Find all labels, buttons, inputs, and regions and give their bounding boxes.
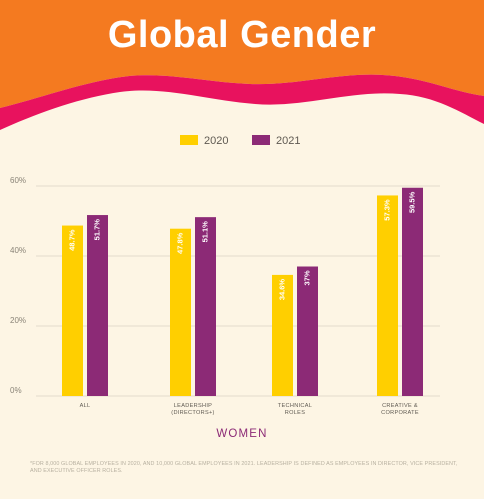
- x-tick-label: TECHNICAL: [278, 403, 312, 409]
- data-label: 57.3%: [382, 199, 391, 221]
- data-label: 34.6%: [277, 279, 286, 301]
- data-label: 37%: [302, 270, 311, 285]
- x-tick-label: CREATIVE &: [382, 403, 418, 409]
- x-tick-label: CORPORATE: [381, 410, 419, 416]
- legend-label: 2021: [276, 135, 300, 147]
- x-tick-label: (DIRECTORS+): [171, 410, 214, 416]
- legend-label: 2020: [204, 135, 228, 147]
- bar: [195, 217, 216, 396]
- legend-swatch: [252, 135, 270, 145]
- x-tick-label: ALL: [80, 403, 91, 409]
- x-tick-label: LEADERSHIP: [174, 403, 212, 409]
- legend-swatch: [180, 135, 198, 145]
- data-label: 51.1%: [200, 221, 209, 243]
- y-tick-label: 40%: [10, 246, 26, 255]
- bar: [62, 225, 83, 396]
- bar: [170, 228, 191, 396]
- header-wave: [0, 74, 484, 130]
- footnote: *For 8,000 global employees in 2020, and…: [30, 461, 458, 474]
- header-banner: [0, 0, 484, 130]
- x-axis-label: WOMEN: [216, 428, 267, 440]
- bar: [377, 195, 398, 396]
- data-label: 59.5%: [407, 191, 416, 213]
- header-background: [0, 0, 484, 108]
- page-title: Global Gender: [107, 14, 377, 56]
- bar: [297, 266, 318, 396]
- y-tick-label: 60%: [10, 176, 26, 185]
- bar: [87, 215, 108, 396]
- data-label: 48.7%: [67, 229, 76, 251]
- bar: [272, 274, 293, 396]
- y-tick-label: 0%: [10, 386, 22, 395]
- data-label: 47.8%: [175, 232, 184, 254]
- data-label: 51.7%: [92, 219, 101, 241]
- bar: [402, 187, 423, 396]
- y-tick-label: 20%: [10, 316, 26, 325]
- bar-chart: 0% 20% 40% 60% 48.7% 47.8% 34.6% 57.3% 51.7% 51.1…: [10, 135, 440, 440]
- x-tick-label: ROLES: [285, 410, 305, 416]
